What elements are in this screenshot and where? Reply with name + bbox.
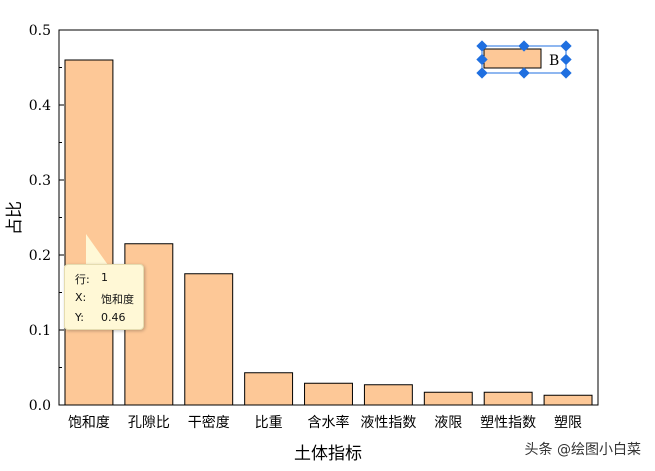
resize-handle[interactable] bbox=[476, 67, 488, 79]
resize-handle[interactable] bbox=[518, 40, 530, 52]
tooltip-row-value: 1 bbox=[101, 271, 108, 284]
resize-handle[interactable] bbox=[476, 53, 488, 66]
tooltip-x-key: X: bbox=[75, 291, 87, 304]
x-tick-label: 塑限 bbox=[554, 415, 582, 431]
x-tick-label: 比重 bbox=[255, 415, 283, 431]
legend-swatch bbox=[483, 48, 542, 69]
x-tick-label: 塑性指数 bbox=[480, 415, 536, 431]
bar[interactable] bbox=[244, 372, 294, 406]
y-tick-label: 0.3 bbox=[29, 173, 51, 189]
watermark: 头条 @绘图小白菜 bbox=[524, 442, 641, 458]
bar[interactable] bbox=[543, 394, 593, 406]
resize-handle[interactable] bbox=[476, 40, 488, 52]
y-tick-label: 0.0 bbox=[29, 398, 51, 414]
bar[interactable] bbox=[363, 384, 413, 406]
tooltip-y-value: 0.46 bbox=[101, 311, 126, 324]
legend-entry-b: B bbox=[549, 53, 559, 69]
x-tick-label: 含水率 bbox=[308, 414, 350, 431]
y-tick-label: 0.4 bbox=[29, 98, 51, 114]
y-tick-label: 0.5 bbox=[29, 23, 51, 39]
tooltip-pointer bbox=[86, 234, 108, 265]
resize-handle[interactable] bbox=[518, 67, 530, 79]
data-tooltip: 行: 1 X: 饱和度 Y: 0.46 bbox=[64, 264, 144, 330]
x-tick-label: 孔隙比 bbox=[128, 415, 170, 431]
x-axis-title: 土体指标 bbox=[294, 444, 362, 464]
y-tick-label: 0.1 bbox=[29, 323, 51, 339]
y-tick-label: 0.2 bbox=[29, 248, 51, 264]
x-tick-label: 饱和度 bbox=[68, 415, 110, 431]
bar[interactable] bbox=[483, 391, 533, 406]
resize-handle[interactable] bbox=[560, 40, 572, 52]
x-tick-label: 干密度 bbox=[188, 414, 230, 431]
bar[interactable] bbox=[64, 59, 114, 406]
resize-handle[interactable] bbox=[560, 67, 572, 79]
tooltip-y-key: Y: bbox=[75, 311, 84, 324]
bar[interactable] bbox=[423, 391, 473, 406]
resize-handle[interactable] bbox=[560, 53, 572, 66]
tooltip-x-value: 饱和度 bbox=[101, 293, 134, 306]
x-tick-label: 液限 bbox=[434, 415, 462, 431]
x-tick-label: 液性指数 bbox=[360, 415, 416, 431]
bar[interactable] bbox=[304, 382, 353, 406]
bar[interactable] bbox=[184, 273, 234, 406]
tooltip-row-key: 行: bbox=[75, 273, 90, 286]
legend[interactable]: B bbox=[476, 40, 572, 79]
y-axis-title: 占比 bbox=[5, 201, 25, 235]
